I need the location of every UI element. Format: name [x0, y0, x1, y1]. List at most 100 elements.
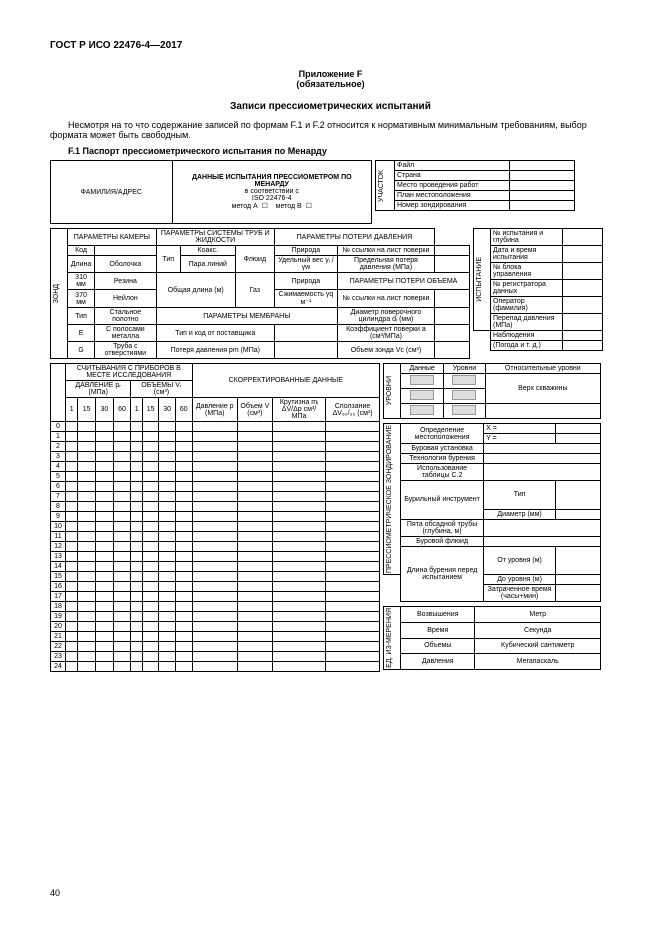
rubber: Резина [95, 273, 157, 290]
compress: Сжимаемость γq м⁻¹ [274, 290, 337, 308]
u-elev-u: Метр [475, 607, 601, 623]
u-vol-u: Кубический сантиметр [475, 638, 601, 654]
loss-ref2: № ссылки на лист поверки [337, 290, 434, 308]
drill-lbl: ПРЕССИОМЕТРИЧЕСКОЕ ЗОНДИРОВАНИЕ [386, 425, 393, 573]
g-row: G [68, 342, 95, 359]
probe-lbl: ЗОНД [53, 284, 60, 303]
coax: Коакс. [180, 246, 235, 256]
nylon: Нейлон [95, 290, 157, 308]
corr-title: СКОРРЕКТИРОВАННЫЕ ДАННЫЕ [192, 364, 379, 398]
corr-v: Объем V (см³) [237, 398, 272, 422]
loss-lim: Предельная потеря давления (МПа) [337, 256, 434, 273]
length: Длина [68, 256, 95, 273]
lvl-rel: Относительные уровни [485, 364, 600, 374]
section-f1: F.1 Паспорт прессиометрического испытани… [50, 146, 611, 156]
page-number: 40 [50, 888, 60, 898]
drill-pos: Определение местоположения [401, 424, 484, 444]
gas: Газ [235, 273, 274, 308]
lvl-levels: Уровни [444, 364, 485, 374]
gpipe: Труба с отверстиями [95, 342, 157, 359]
loss-title: ПАРАМЕТРЫ ПОТЕРИ ДАВЛЕНИЯ [274, 229, 434, 246]
test-reg: № регистратора данных [491, 280, 563, 297]
test-block: № блока управления [491, 263, 563, 280]
site-table: УЧАСТОК Файл Страна Место проведения раб… [375, 160, 575, 211]
drill-tech: Технология бурения [401, 454, 484, 464]
supplier: Тип и код от поставщика [156, 325, 274, 342]
site-lbl: УЧАСТОК [378, 170, 385, 202]
read-vol: ОБЪЕМЫ Vᵣ (см³) [131, 381, 192, 398]
appendix: Приложение F [50, 69, 611, 79]
steel: Стальное полотно [95, 308, 157, 325]
grey-box [410, 405, 434, 415]
read-press: ДАВЛЕНИЕ pᵣ (МПа) [66, 381, 131, 398]
intro-text: Несмотря на то что содержание записей по… [50, 120, 611, 140]
u-vol: Объемы [401, 638, 475, 654]
drill-casing: Пята обсадной трубы (глубина, м) [401, 519, 484, 536]
emetal: С полосами металла [95, 325, 157, 342]
test-weather: (Погода и т. д.) [491, 341, 563, 351]
site-plan: План местоположения [395, 191, 510, 201]
loss-vol: ПАРАМЕТРЫ ПОТЕРИ ОБЪЕМА [337, 273, 469, 290]
iso-ref: ISO 22476-4 [175, 195, 369, 202]
drill-time: Затраченное время (часы+мин) [484, 585, 556, 602]
name-data-table: ФАМИЛИЯ/АДРЕС ДАННЫЕ ИСПЫТАНИЯ ПРЕССИОМЕ… [50, 160, 372, 224]
levels-table: УРОВНИ Данные Уровни Относительные уровн… [383, 363, 601, 419]
grey-box [410, 375, 434, 385]
drill-to: До уровня (м) [484, 575, 556, 585]
chamber-params: ПАРАМЕТРЫ КАМЕРЫ [68, 229, 157, 246]
grey-box [452, 375, 476, 385]
test-op: Оператор (фамилия) [491, 297, 563, 314]
u-press-u: Мегапаскаль [475, 654, 601, 670]
test-drop: Перепад давления (МПа) [491, 314, 563, 331]
accordance: в соответствии с [175, 188, 369, 195]
drilling-table: ПРЕССИОМЕТРИЧЕСКОЕ ЗОНДИРОВАНИЕ Определе… [383, 423, 601, 602]
standard-code: ГОСТ Р ИСО 22476-4—2017 [50, 40, 611, 51]
drill-x: X = [484, 424, 556, 434]
drill-before: Длина бурения перед испытанием [401, 546, 484, 602]
drill-ttype: Тип [484, 481, 556, 510]
drill-fluid: Буровой флюид [401, 536, 484, 546]
fluid: Флюид [235, 246, 274, 273]
readings-table: СЧИТЫВАНИЯ С ПРИБОРОВ В МЕСТЕ ИССЛЕДОВАН… [50, 363, 380, 672]
test-date: Дата и время испытания [491, 246, 563, 263]
drill-tool: Бурильный инструмент [401, 481, 484, 520]
units-lbl: ЕД. ИЗ-МЕРЕНИЯ [386, 608, 393, 668]
test-table: ИСПЫТАНИЕ № испытания и глубина Дата и в… [473, 228, 603, 351]
site-file: Файл [395, 161, 510, 171]
u-elev: Возвышения [401, 607, 475, 623]
ptype: Тип [68, 308, 95, 325]
u-time-u: Секунда [475, 622, 601, 638]
lvl-data: Данные [401, 364, 444, 374]
v310: 310 мм [68, 273, 95, 290]
corr-m: Крутизна mᵢ ΔV/Δp см³/МПа [272, 398, 325, 422]
data-title: ДАННЫЕ ИСПЫТАНИЯ ПРЕССИОМЕТРОМ ПО МЕНАРД… [175, 174, 369, 188]
corr-p: Давление p (МПа) [192, 398, 237, 422]
nature1: Природа [274, 246, 337, 256]
e-row: E [68, 325, 95, 342]
drill-rig: Буровая установка [401, 444, 484, 454]
test-lbl: ИСПЫТАНИЕ [476, 257, 483, 302]
drill-y: Y = [484, 434, 556, 444]
para: Пара линий [180, 256, 235, 273]
weight: Удельный вес γᵢ / γw [274, 256, 337, 273]
coef: Коэффициент поверки а (см³/МПа) [337, 325, 434, 342]
probe-params-table: ЗОНД ПАРАМЕТРЫ КАМЕРЫ ПАРАМЕТРЫ СИСТЕМЫ … [50, 228, 470, 359]
cover: Оболочка [95, 256, 157, 273]
membrane: ПАРАМЕТРЫ МЕМБРАНЫ [156, 308, 337, 325]
units-table: ЕД. ИЗ-МЕРЕНИЯ ВозвышенияМетр ВремяСекун… [383, 606, 601, 670]
corr-creep: Сползание ΔV₆₀/₃₀ (см³) [326, 398, 380, 422]
v370: 370 мм [68, 290, 95, 308]
diam: Диаметр поверочного цилиндра dᵢ (мм) [337, 308, 434, 325]
grey-box [452, 405, 476, 415]
method-a: метод А [232, 203, 258, 210]
loss-ref: № ссылки на лист поверки [337, 246, 434, 256]
tube-type: Тип [156, 246, 180, 273]
u-time: Время [401, 622, 475, 638]
lvl-top: Верх скважины [485, 374, 600, 404]
method-b: метод В [276, 203, 302, 210]
nature2: Природа [274, 273, 337, 290]
name-addr: ФАМИЛИЯ/АДРЕС [51, 161, 173, 224]
read-title: СЧИТЫВАНИЯ С ПРИБОРОВ В МЕСТЕ ИССЛЕДОВАН… [66, 364, 193, 381]
ploss: Потеря давления pm (МПа) [156, 342, 274, 359]
site-num: Номер зондирования [395, 201, 510, 211]
